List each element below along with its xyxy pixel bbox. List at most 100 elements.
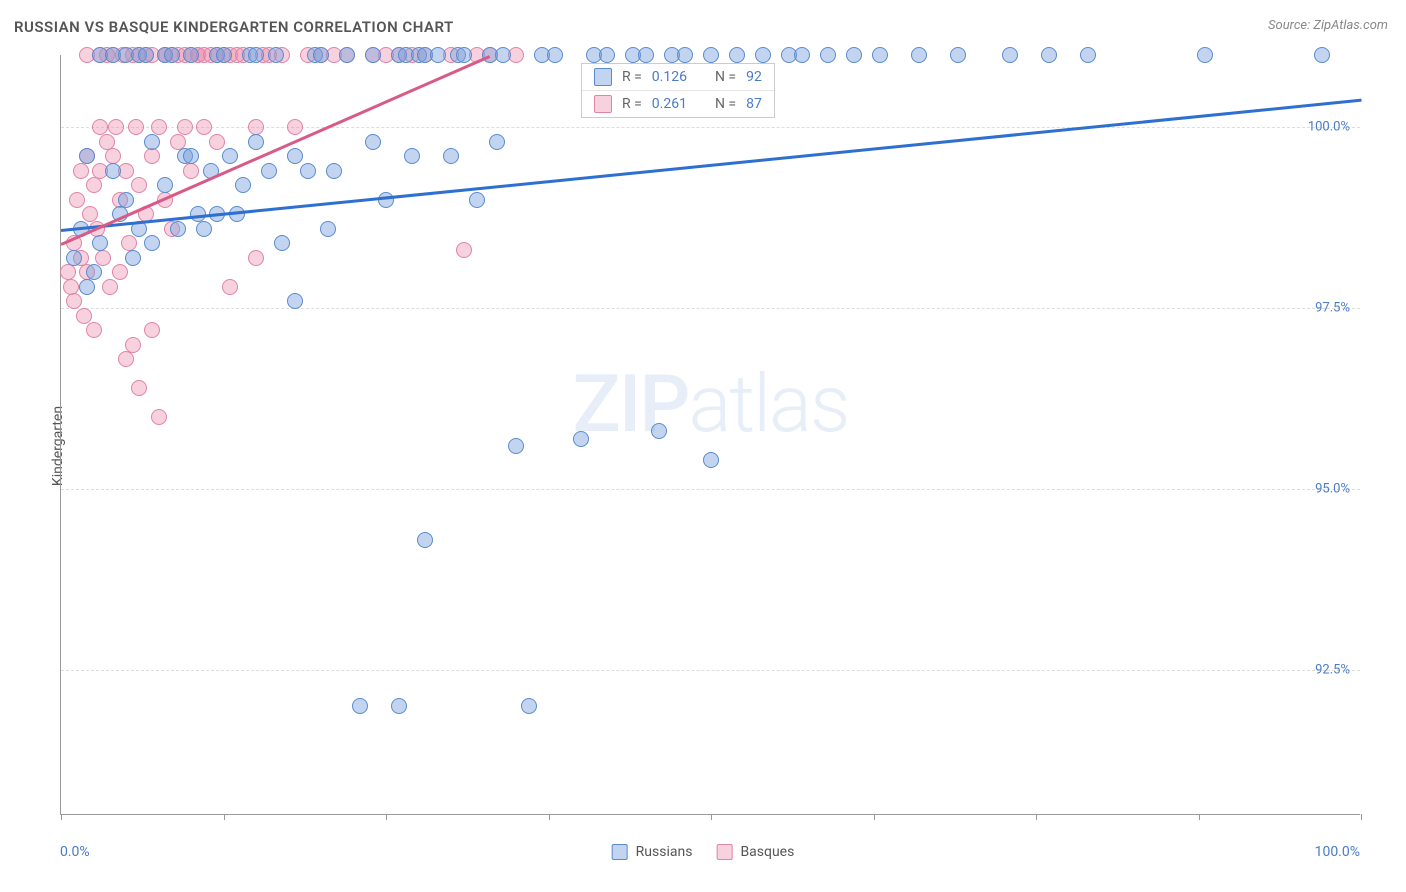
scatter-point bbox=[599, 47, 615, 63]
scatter-point bbox=[248, 134, 264, 150]
scatter-point bbox=[300, 163, 316, 179]
y-tick-label: 100.0% bbox=[1308, 120, 1350, 135]
scatter-point bbox=[144, 235, 160, 251]
stats-n-label: N = bbox=[715, 69, 736, 85]
legend-label-basques: Basques bbox=[740, 844, 794, 860]
scatter-point bbox=[95, 250, 111, 266]
scatter-point bbox=[196, 221, 212, 237]
legend-swatch-russians bbox=[612, 844, 628, 860]
scatter-point bbox=[417, 532, 433, 548]
scatter-point bbox=[183, 163, 199, 179]
scatter-point bbox=[121, 235, 137, 251]
scatter-point bbox=[92, 235, 108, 251]
x-tick bbox=[711, 814, 712, 820]
scatter-point bbox=[177, 119, 193, 135]
legend-label-russians: Russians bbox=[636, 844, 693, 860]
scatter-point bbox=[469, 192, 485, 208]
scatter-point bbox=[846, 47, 862, 63]
scatter-point bbox=[164, 47, 180, 63]
scatter-point bbox=[1002, 47, 1018, 63]
scatter-point bbox=[79, 279, 95, 295]
scatter-point bbox=[651, 423, 667, 439]
scatter-point bbox=[216, 47, 232, 63]
scatter-point bbox=[391, 698, 407, 714]
scatter-point bbox=[274, 235, 290, 251]
scatter-point bbox=[430, 47, 446, 63]
scatter-point bbox=[235, 177, 251, 193]
legend: Russians Basques bbox=[612, 844, 795, 860]
chart-title: RUSSIAN VS BASQUE KINDERGARTEN CORRELATI… bbox=[14, 18, 454, 36]
watermark: ZIPatlas bbox=[573, 357, 849, 451]
scatter-point bbox=[287, 293, 303, 309]
gridline bbox=[61, 489, 1360, 490]
scatter-point bbox=[950, 47, 966, 63]
stats-n-value-basques: 87 bbox=[746, 96, 762, 112]
scatter-point bbox=[638, 47, 654, 63]
scatter-point bbox=[105, 163, 121, 179]
scatter-point bbox=[911, 47, 927, 63]
scatter-point bbox=[76, 308, 92, 324]
stats-r-value-basques: 0.261 bbox=[652, 96, 687, 112]
trend-line bbox=[60, 55, 490, 245]
scatter-point bbox=[151, 409, 167, 425]
scatter-point bbox=[489, 134, 505, 150]
scatter-point bbox=[820, 47, 836, 63]
scatter-point bbox=[79, 148, 95, 164]
gridline bbox=[61, 308, 1360, 309]
x-axis-min-label: 0.0% bbox=[60, 844, 90, 860]
scatter-point bbox=[86, 264, 102, 280]
scatter-point bbox=[73, 163, 89, 179]
scatter-point bbox=[131, 177, 147, 193]
gridline bbox=[61, 670, 1360, 671]
stats-row-russians: R = 0.126 N = 92 bbox=[582, 64, 774, 91]
scatter-point bbox=[118, 351, 134, 367]
scatter-point bbox=[287, 119, 303, 135]
scatter-point bbox=[456, 47, 472, 63]
scatter-point bbox=[66, 250, 82, 266]
scatter-point bbox=[222, 279, 238, 295]
plot-area: ZIPatlas R = 0.126 N = 92 R = 0.261 N = … bbox=[60, 55, 1360, 815]
scatter-point bbox=[365, 47, 381, 63]
stats-n-value-russians: 92 bbox=[746, 69, 762, 85]
scatter-point bbox=[157, 177, 173, 193]
x-tick bbox=[1036, 814, 1037, 820]
scatter-point bbox=[320, 221, 336, 237]
scatter-point bbox=[313, 47, 329, 63]
legend-swatch-basques bbox=[716, 844, 732, 860]
y-tick-label: 95.0% bbox=[1315, 482, 1350, 497]
scatter-point bbox=[248, 250, 264, 266]
x-tick bbox=[1361, 814, 1362, 820]
scatter-point bbox=[404, 148, 420, 164]
stats-row-basques: R = 0.261 N = 87 bbox=[582, 91, 774, 117]
scatter-point bbox=[209, 134, 225, 150]
scatter-point bbox=[170, 221, 186, 237]
scatter-point bbox=[521, 698, 537, 714]
y-tick-label: 97.5% bbox=[1315, 301, 1350, 316]
scatter-point bbox=[102, 279, 118, 295]
scatter-point bbox=[326, 163, 342, 179]
x-tick bbox=[549, 814, 550, 820]
x-tick bbox=[1199, 814, 1200, 820]
trend-line bbox=[61, 98, 1361, 231]
scatter-point bbox=[66, 293, 82, 309]
legend-item-basques: Basques bbox=[716, 844, 794, 860]
scatter-point bbox=[118, 192, 134, 208]
stats-n-label: N = bbox=[715, 96, 736, 112]
scatter-point bbox=[131, 380, 147, 396]
scatter-point bbox=[365, 134, 381, 150]
scatter-point bbox=[677, 47, 693, 63]
scatter-point bbox=[729, 47, 745, 63]
scatter-point bbox=[547, 47, 563, 63]
scatter-point bbox=[183, 47, 199, 63]
scatter-point bbox=[222, 148, 238, 164]
scatter-point bbox=[183, 148, 199, 164]
stats-box: R = 0.126 N = 92 R = 0.261 N = 87 bbox=[581, 63, 775, 118]
scatter-point bbox=[268, 47, 284, 63]
chart-source: Source: ZipAtlas.com bbox=[1268, 18, 1388, 33]
scatter-point bbox=[352, 698, 368, 714]
legend-item-russians: Russians bbox=[612, 844, 693, 860]
scatter-point bbox=[456, 242, 472, 258]
stats-r-label: R = bbox=[622, 96, 642, 112]
scatter-point bbox=[287, 148, 303, 164]
scatter-point bbox=[703, 47, 719, 63]
